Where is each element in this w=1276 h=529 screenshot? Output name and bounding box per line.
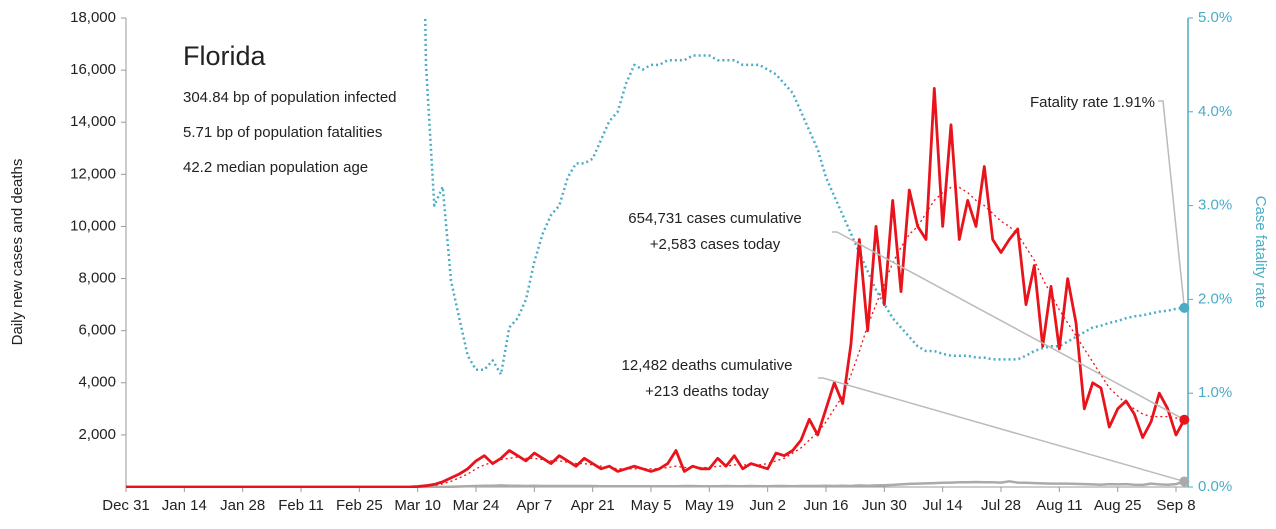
x-tick-label: Jan 14 [162, 497, 207, 514]
x-tick-label: Apr 21 [571, 497, 615, 514]
end-point [1179, 302, 1190, 313]
x-tick-label: Apr 7 [516, 497, 552, 514]
x-tick-label: Dec 31 [102, 497, 150, 514]
leader-line [1158, 100, 1186, 308]
callout: +213 deaths today [645, 383, 769, 400]
series-line [423, 18, 1185, 376]
y-tick-label: 8,000 [78, 270, 116, 287]
y2-tick-label: 1.0% [1198, 384, 1232, 401]
x-tick-label: Jun 16 [803, 497, 848, 514]
y-tick-label: 2,000 [78, 426, 116, 443]
y-tick-label: 18,000 [70, 9, 116, 26]
y2-tick-label: 0.0% [1198, 478, 1232, 495]
x-tick-label: Jul 28 [981, 497, 1021, 514]
x-tick-label: Feb 25 [336, 497, 383, 514]
end-point [1179, 414, 1190, 425]
x-tick-label: Aug 25 [1094, 497, 1142, 514]
y-tick-label: 6,000 [78, 322, 116, 339]
x-tick-label: Feb 11 [278, 497, 324, 514]
x-tick-label: Mar 10 [394, 497, 441, 514]
y-tick-label: 4,000 [78, 374, 116, 391]
callout: +2,583 cases today [650, 236, 781, 253]
x-tick-label: Aug 11 [1036, 497, 1082, 514]
annotation: 5.71 bp of population fatalities [183, 124, 382, 141]
series-line [126, 87, 1186, 488]
y-tick-label: 14,000 [70, 113, 116, 130]
x-tick-label: Jun 2 [749, 497, 786, 514]
y2-tick-label: 2.0% [1198, 290, 1232, 307]
leader-line [832, 231, 1185, 421]
y-tick-label: 16,000 [70, 61, 116, 78]
end-point [1179, 476, 1190, 487]
x-tick-label: Jan 28 [220, 497, 265, 514]
series-line [126, 186, 1185, 488]
x-tick-label: Jul 14 [923, 497, 963, 514]
chart-title: Florida [183, 41, 267, 71]
callout: Fatality rate 1.91% [1030, 94, 1155, 111]
annotation: 42.2 median population age [183, 159, 368, 176]
x-tick-label: Sep 8 [1156, 497, 1195, 514]
y-axis-label: Daily new cases and deaths [9, 159, 26, 346]
y2-tick-label: 5.0% [1198, 9, 1232, 26]
x-tick-label: Mar 24 [453, 497, 500, 514]
y2-tick-label: 4.0% [1198, 103, 1232, 120]
x-tick-label: May 5 [631, 497, 672, 514]
x-tick-label: Jun 30 [862, 497, 907, 514]
leader-line [818, 377, 1185, 483]
annotation: 304.84 bp of population infected [183, 89, 397, 106]
y2-axis-label: Case fatality rate [1252, 196, 1269, 309]
callout: 12,482 deaths cumulative [622, 357, 793, 374]
x-tick-label: May 19 [685, 497, 734, 514]
y-tick-label: 10,000 [70, 217, 116, 234]
plot-area [126, 18, 1186, 488]
callout: 654,731 cases cumulative [628, 210, 801, 227]
y-tick-label: 12,000 [70, 165, 116, 182]
y2-tick-label: 3.0% [1198, 197, 1232, 214]
